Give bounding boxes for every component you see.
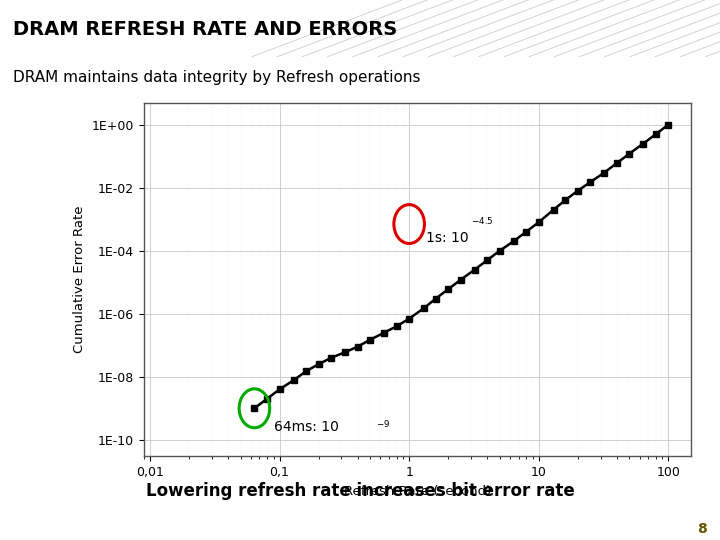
- Text: DRAM maintains data integrity by Refresh operations: DRAM maintains data integrity by Refresh…: [13, 70, 420, 85]
- Text: $^{-9}$: $^{-9}$: [376, 420, 390, 434]
- Y-axis label: Cumulative Error Rate: Cumulative Error Rate: [73, 206, 86, 353]
- Text: DRAM REFRESH RATE AND ERRORS: DRAM REFRESH RATE AND ERRORS: [13, 20, 397, 39]
- Text: 64ms: 10: 64ms: 10: [274, 420, 338, 434]
- X-axis label: Refresh Rate (second): Refresh Rate (second): [344, 484, 491, 497]
- Text: 8: 8: [697, 522, 707, 536]
- Text: Lowering refresh rate increases bit error rate: Lowering refresh rate increases bit erro…: [145, 482, 575, 500]
- Text: $^{-4.5}$: $^{-4.5}$: [471, 217, 494, 230]
- Text: 1s: 10: 1s: 10: [426, 231, 469, 245]
